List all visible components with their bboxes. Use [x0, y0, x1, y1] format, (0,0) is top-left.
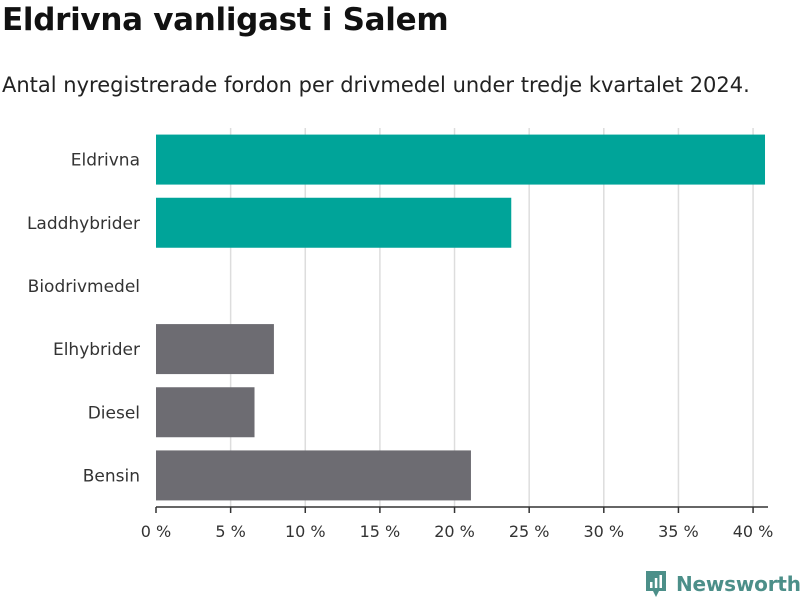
x-tick-label-20: 20 %	[434, 522, 475, 541]
category-label-bensin: Bensin	[83, 466, 140, 486]
category-label-eldrivna: Eldrivna	[71, 151, 140, 171]
bar-laddhybrider	[156, 197, 512, 248]
brand-logo: Newsworthy	[644, 568, 800, 600]
bar-diesel	[156, 387, 255, 438]
chart-subtitle: Antal nyregistrerade fordon per drivmede…	[2, 73, 750, 97]
brand-name: Newsworthy	[676, 572, 800, 596]
x-tick-label-15: 15 %	[360, 522, 401, 541]
x-tick-label-40: 40 %	[733, 522, 774, 541]
x-tick-label-10: 10 %	[285, 522, 326, 541]
x-tick-label-5: 5 %	[215, 522, 245, 541]
x-tick-label-35: 35 %	[658, 522, 699, 541]
x-tick-label-0: 0 %	[141, 522, 171, 541]
bar-bensin	[156, 450, 471, 501]
bar-elhybrider	[156, 324, 274, 375]
category-label-laddhybrider: Laddhybrider	[27, 214, 140, 234]
x-tick-label-25: 25 %	[509, 522, 550, 541]
chart-title: Eldrivna vanligast i Salem	[2, 2, 449, 38]
newsworthy-logo-icon	[646, 571, 666, 597]
category-label-diesel: Diesel	[88, 403, 140, 423]
category-label-biodrivmedel: Biodrivmedel	[28, 277, 140, 297]
bar-eldrivna	[156, 134, 766, 185]
category-label-elhybrider: Elhybrider	[53, 340, 140, 360]
x-tick-label-30: 30 %	[583, 522, 624, 541]
bar-chart: Eldrivna Laddhybrider Biodrivmedel Elhybrid…	[27, 128, 774, 541]
